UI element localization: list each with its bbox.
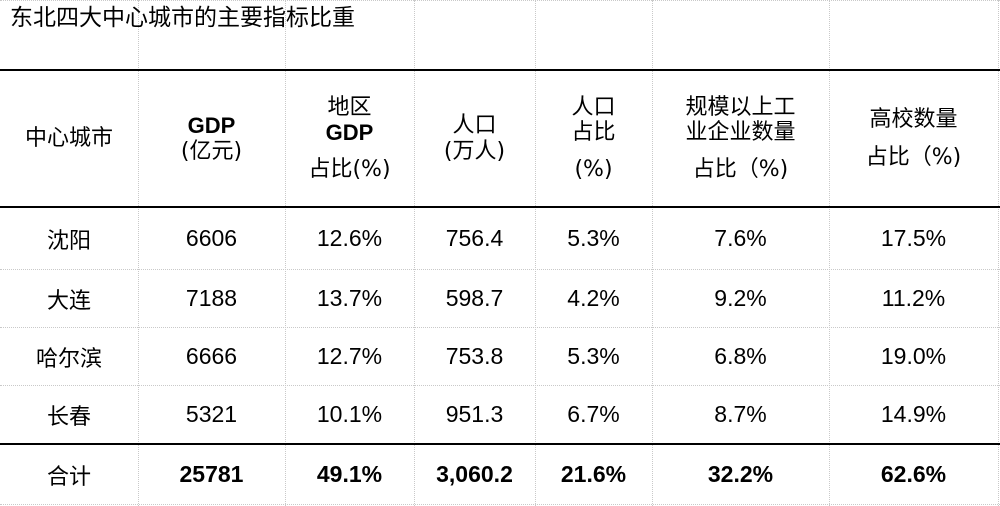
row-divider xyxy=(0,327,1000,328)
header-label: GDP xyxy=(325,119,374,145)
total-top-rule xyxy=(0,443,1000,445)
row-divider xyxy=(0,504,1000,505)
header-label: 地区 xyxy=(327,94,372,120)
header-bottom-rule xyxy=(0,206,1000,208)
table-cell: 12.7% xyxy=(316,343,383,369)
table-cell: 17.5% xyxy=(880,225,947,251)
table-cell: 6606 xyxy=(185,225,238,251)
header-label: 人口 xyxy=(452,113,497,139)
table-cell: 6.8% xyxy=(714,343,767,369)
header-label: 人口 xyxy=(571,94,616,120)
table-cell-city: 长春 xyxy=(46,404,91,430)
header-label: 中心城市 xyxy=(24,125,113,151)
header-unit: 占比(%) xyxy=(308,157,391,183)
total-cell: 25781 xyxy=(179,461,244,487)
total-cell: 21.6% xyxy=(560,461,627,487)
header-university-share: 高校数量 占比（%) xyxy=(829,71,998,206)
column-divider xyxy=(414,0,415,506)
table-cell: 8.7% xyxy=(714,401,767,427)
table-cell: 5.3% xyxy=(567,225,620,251)
column-divider xyxy=(285,0,286,506)
header-unit: (%) xyxy=(574,157,613,183)
header-label: 高校数量 xyxy=(869,107,958,133)
row-divider xyxy=(0,0,1000,1)
row-divider xyxy=(0,385,1000,386)
column-divider xyxy=(652,0,653,506)
column-divider xyxy=(535,0,536,506)
table-cell: 7188 xyxy=(185,285,238,311)
header-industry-share: 规模以上工 业企业数量 占比（%) xyxy=(652,71,829,206)
total-cell: 49.1% xyxy=(316,461,383,487)
total-cell: 32.2% xyxy=(707,461,774,487)
total-label: 合计 xyxy=(46,464,91,490)
table-cell: 19.0% xyxy=(880,343,947,369)
total-cell: 62.6% xyxy=(880,461,947,487)
header-city: 中心城市 xyxy=(0,71,138,206)
header-unit: (万人) xyxy=(443,138,506,164)
table-cell: 6.7% xyxy=(567,401,620,427)
table-cell: 10.1% xyxy=(316,401,383,427)
header-unit: 占比（%) xyxy=(865,144,962,170)
table-cell: 13.7% xyxy=(316,285,383,311)
row-divider xyxy=(0,269,1000,270)
table-title: 东北四大中心城市的主要指标比重 xyxy=(10,5,355,31)
table-cell: 7.6% xyxy=(714,225,767,251)
column-divider xyxy=(998,0,999,506)
header-label: 业企业数量 xyxy=(685,119,796,145)
table-cell: 951.3 xyxy=(445,401,504,427)
table-cell: 14.9% xyxy=(880,401,947,427)
column-divider xyxy=(829,0,830,506)
table-cell: 12.6% xyxy=(316,225,383,251)
header-gdp: GDP (亿元) xyxy=(138,71,285,206)
table-cell-city: 哈尔滨 xyxy=(35,346,102,372)
header-top-rule xyxy=(0,69,1000,71)
table-cell: 598.7 xyxy=(445,285,504,311)
header-population-share: 人口 占比 (%) xyxy=(535,71,652,206)
header-label: 占比 xyxy=(571,119,616,145)
table-cell: 5321 xyxy=(185,401,238,427)
table-cell: 6666 xyxy=(185,343,238,369)
header-unit: 占比（%) xyxy=(692,157,789,183)
header-unit: (亿元) xyxy=(180,138,243,164)
table-cell: 4.2% xyxy=(567,285,620,311)
header-population: 人口 (万人) xyxy=(414,71,535,206)
table-cell: 753.8 xyxy=(445,343,504,369)
total-cell: 3,060.2 xyxy=(436,461,513,487)
table-cell-city: 沈阳 xyxy=(46,228,91,254)
header-label: GDP xyxy=(187,113,236,139)
table-cell: 756.4 xyxy=(445,225,504,251)
table-cell: 11.2% xyxy=(881,285,946,311)
header-gdp-share: 地区 GDP 占比(%) xyxy=(285,71,414,206)
column-divider xyxy=(138,0,139,506)
table-cell: 5.3% xyxy=(567,343,620,369)
table-cell-city: 大连 xyxy=(46,288,91,314)
table-cell: 9.2% xyxy=(714,285,767,311)
header-label: 规模以上工 xyxy=(685,94,796,120)
